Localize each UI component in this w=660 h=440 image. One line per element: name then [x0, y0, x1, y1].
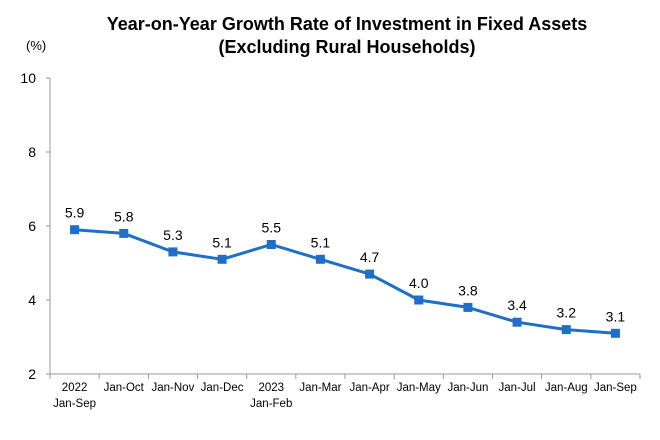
data-point — [217, 254, 227, 264]
data-label: 3.1 — [606, 308, 626, 324]
data-point — [463, 302, 473, 312]
x-tick-label: Jan-May — [397, 382, 441, 394]
data-label: 3.4 — [507, 297, 527, 313]
chart-subtitle: (Excluding Rural Households) — [218, 37, 476, 57]
data-label: 4.0 — [409, 275, 429, 291]
data-point — [168, 247, 178, 257]
data-label: 5.5 — [262, 220, 282, 236]
x-tick-label: Jan-Jun — [447, 382, 488, 394]
data-point — [512, 317, 522, 327]
x-tick-label: Jan-Dec — [201, 382, 244, 394]
data-label: 4.7 — [360, 249, 380, 265]
y-axis-unit: (%) — [26, 38, 47, 53]
data-point — [561, 325, 571, 335]
x-tick-label: Jan-Mar — [299, 382, 341, 394]
x-tick-label: Jan-Oct — [104, 382, 145, 394]
chart-title: Year-on-Year Growth Rate of Investment i… — [106, 14, 588, 34]
data-label: 5.9 — [65, 205, 85, 221]
data-point — [266, 240, 276, 249]
y-tick-label: 10 — [20, 70, 36, 86]
data-label: 5.1 — [212, 234, 232, 250]
x-tick-label: Jan-Jul — [499, 382, 536, 394]
y-tick-label: 8 — [28, 144, 36, 160]
x-tick-label: Jan-Aug — [545, 382, 588, 394]
data-label: 3.8 — [458, 282, 478, 298]
data-point — [610, 328, 620, 338]
y-tick-label: 2 — [28, 366, 36, 382]
data-label: 3.2 — [557, 305, 577, 321]
series-line — [74, 228, 616, 335]
x-tick-label: Jan-Apr — [349, 382, 389, 394]
data-point — [315, 254, 325, 264]
x-tick-label: Jan-Nov — [152, 382, 195, 394]
x-tick-label: Jan-Sep — [594, 382, 637, 394]
y-tick-label: 6 — [28, 218, 36, 234]
data-point — [119, 228, 129, 238]
data-label: 5.8 — [114, 208, 134, 224]
data-point — [70, 225, 80, 235]
data-point — [365, 269, 375, 279]
x-tick-label: 2023 Jan-Feb — [250, 382, 292, 410]
y-tick-label: 4 — [28, 292, 36, 308]
data-label: 5.1 — [311, 234, 331, 250]
data-point — [414, 295, 424, 305]
data-label: 5.3 — [163, 227, 183, 243]
x-tick-label: 2022 Jan-Sep — [53, 382, 96, 410]
